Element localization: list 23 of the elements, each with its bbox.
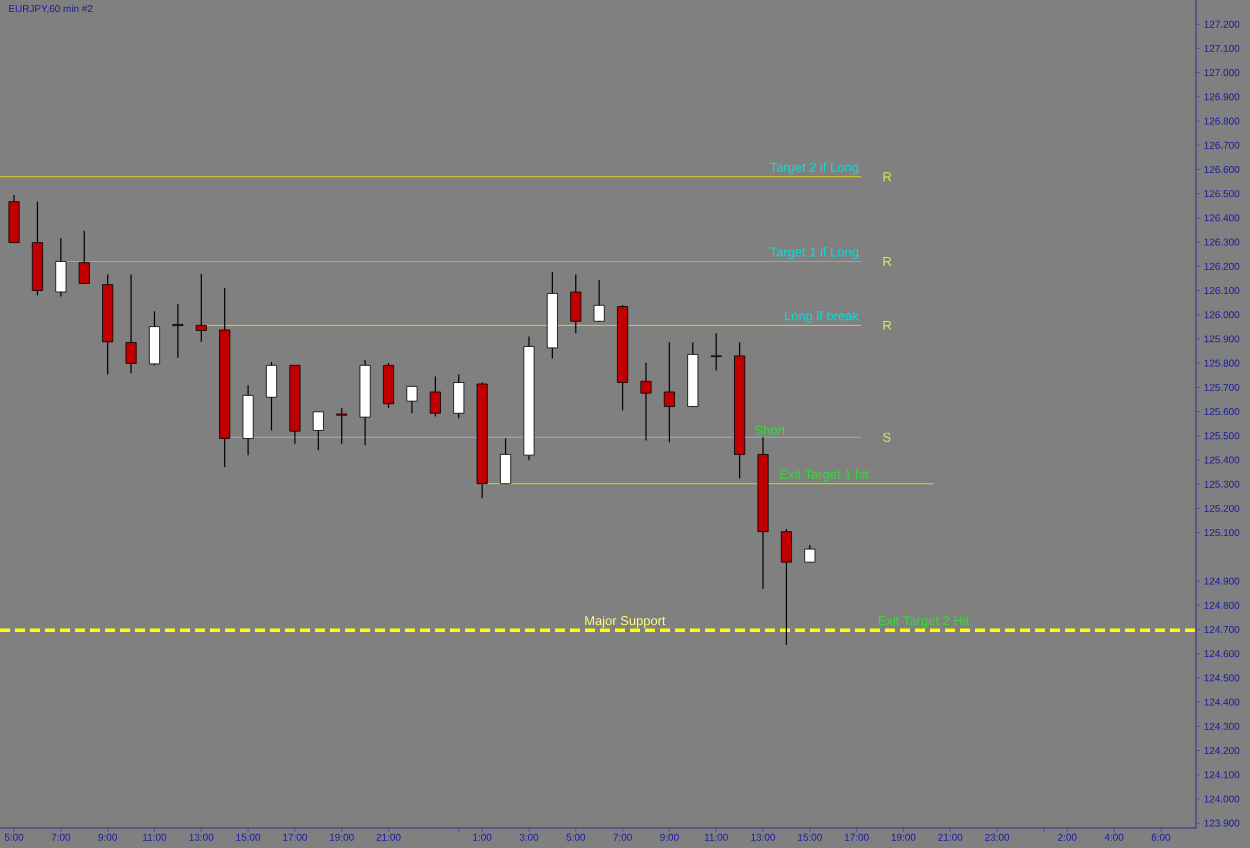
candlestick [31, 201, 43, 296]
candlestick [710, 332, 722, 372]
candlestick [453, 373, 465, 419]
candlestick [570, 273, 582, 334]
candlestick [172, 303, 184, 359]
candlestick [78, 230, 90, 285]
candlestick [640, 362, 652, 441]
candlestick [336, 407, 348, 445]
candlestick [265, 361, 278, 432]
candlestick [663, 341, 675, 443]
candlestick [195, 273, 207, 343]
candlestick [8, 194, 20, 244]
candlestick [125, 273, 137, 374]
candlestick [780, 528, 792, 646]
candlestick [593, 279, 605, 323]
candlestick [429, 375, 441, 418]
candlestick [406, 385, 418, 414]
candlestick [312, 410, 324, 451]
candlestick [55, 237, 67, 298]
candlestick [242, 384, 254, 456]
candlestick [382, 362, 395, 409]
candlestick [148, 310, 161, 366]
candlestick [500, 437, 512, 485]
